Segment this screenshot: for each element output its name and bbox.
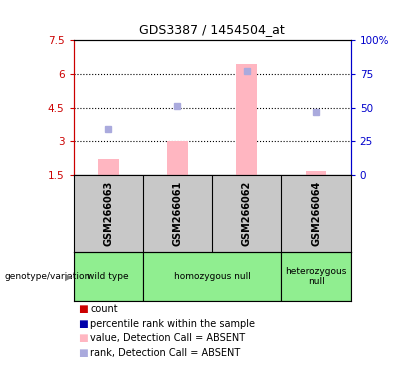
Text: homozygous null: homozygous null — [173, 272, 251, 281]
Bar — [306, 171, 326, 175]
Bar — [98, 159, 118, 175]
Text: GSM266064: GSM266064 — [311, 180, 321, 246]
Text: genotype/variation: genotype/variation — [4, 272, 90, 281]
Text: ■: ■ — [78, 348, 87, 358]
Text: GSM266061: GSM266061 — [173, 180, 182, 246]
Text: percentile rank within the sample: percentile rank within the sample — [90, 319, 255, 329]
Text: ■: ■ — [78, 304, 87, 314]
Bar — [167, 141, 188, 175]
Text: GSM266063: GSM266063 — [103, 180, 113, 246]
Text: ■: ■ — [78, 333, 87, 343]
Text: ▶: ▶ — [65, 271, 73, 281]
Text: GSM266062: GSM266062 — [242, 180, 252, 246]
Text: wild type: wild type — [87, 272, 129, 281]
Bar — [236, 64, 257, 175]
Text: count: count — [90, 304, 118, 314]
Bar — [143, 252, 281, 301]
Text: value, Detection Call = ABSENT: value, Detection Call = ABSENT — [90, 333, 245, 343]
Text: heterozygous
null: heterozygous null — [285, 267, 347, 286]
Text: rank, Detection Call = ABSENT: rank, Detection Call = ABSENT — [90, 348, 241, 358]
Bar — [281, 252, 351, 301]
Text: ■: ■ — [78, 319, 87, 329]
Bar — [74, 252, 143, 301]
Title: GDS3387 / 1454504_at: GDS3387 / 1454504_at — [139, 23, 285, 36]
